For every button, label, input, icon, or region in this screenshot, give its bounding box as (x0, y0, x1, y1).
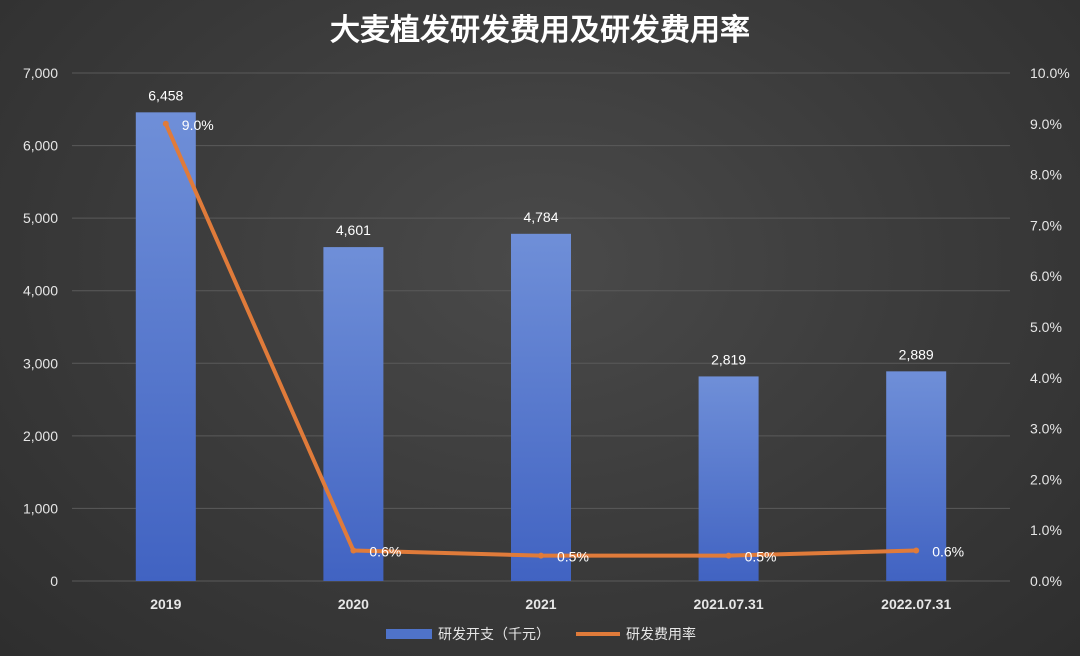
bar (886, 371, 947, 581)
left-tick-label: 3,000 (23, 355, 58, 371)
bar-series: 6,458 4,601 4,784 2,819 2,889 (135, 87, 947, 582)
line-point (725, 552, 732, 559)
bar (323, 247, 384, 581)
line-point (350, 547, 357, 554)
bar (511, 233, 571, 581)
left-tick-label: 0 (50, 573, 58, 589)
category-label: 2019 (150, 596, 181, 612)
right-tick-label: 3.0% (1030, 421, 1062, 437)
right-tick-label: 6.0% (1030, 268, 1062, 284)
bar-data-label: 2,889 (899, 346, 934, 362)
line-point (913, 547, 920, 554)
x-axis: 2019 2020 2021 2021.07.31 2022.07.31 (150, 596, 951, 612)
line-series: 9.0% 0.6% 0.5% 0.5% 0.6% (162, 117, 964, 565)
left-tick-label: 4,000 (23, 283, 58, 299)
right-axis: 0.0% 1.0% 2.0% 3.0% 4.0% 5.0% 6.0% 7.0% 8.0% 9.0%… (1030, 65, 1070, 589)
right-tick-label: 7.0% (1030, 217, 1062, 233)
right-tick-label: 9.0% (1030, 116, 1062, 132)
chart-title: 大麦植发研发费用及研发费用率 (330, 13, 750, 48)
left-tick-label: 5,000 (23, 210, 58, 226)
line-data-label: 0.5% (557, 549, 589, 565)
line-point (162, 120, 169, 127)
left-tick-label: 6,000 (23, 138, 58, 154)
category-label: 2022.07.31 (881, 596, 951, 612)
line-data-label: 0.6% (369, 544, 401, 560)
right-tick-label: 5.0% (1030, 319, 1062, 335)
line-point (538, 552, 544, 559)
line-data-label: 0.6% (932, 544, 964, 560)
right-tick-label: 1.0% (1030, 522, 1062, 538)
line-data-label: 0.5% (745, 549, 777, 565)
bar-data-label: 4,784 (523, 209, 558, 225)
bar (135, 112, 196, 582)
legend-label-bar: 研发开支（千元） (438, 627, 550, 643)
bar-data-label: 6,458 (148, 87, 183, 103)
category-label: 2021.07.31 (694, 596, 764, 612)
left-tick-label: 2,000 (23, 428, 58, 444)
line-data-label: 9.0% (182, 117, 214, 133)
bar (698, 376, 759, 581)
bar-data-label: 2,819 (711, 351, 746, 367)
legend-swatch-bar (386, 629, 432, 639)
legend: 研发开支（千元） 研发费用率 (386, 626, 696, 643)
right-tick-label: 2.0% (1030, 471, 1062, 487)
left-axis: 0 1,000 2,000 3,000 4,000 5,000 6,000 7,000 (23, 65, 58, 589)
left-tick-label: 7,000 (23, 65, 58, 81)
bar-data-label: 4,601 (336, 222, 371, 238)
right-tick-label: 0.0% (1030, 573, 1062, 589)
category-label: 2020 (338, 596, 369, 612)
right-tick-label: 4.0% (1030, 370, 1062, 386)
legend-label-line: 研发费用率 (626, 626, 696, 643)
right-tick-label: 8.0% (1030, 167, 1062, 183)
category-label: 2021 (525, 596, 556, 612)
right-tick-label: 10.0% (1030, 65, 1070, 81)
left-tick-label: 1,000 (23, 500, 58, 516)
